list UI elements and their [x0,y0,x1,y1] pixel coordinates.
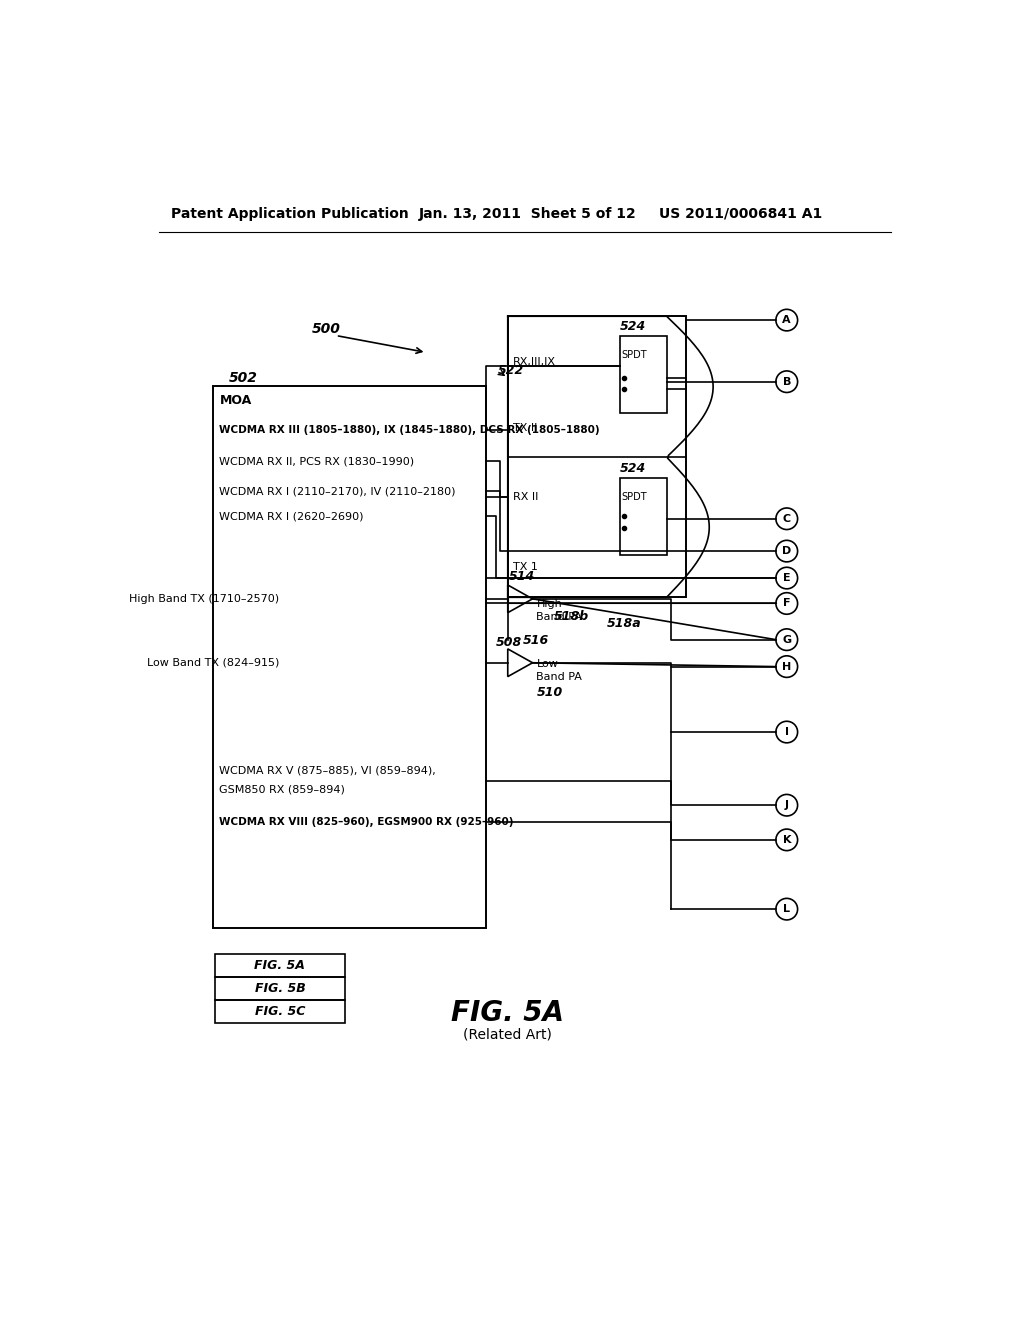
Bar [621,335,667,412]
Text: TX II: TX II [513,422,538,433]
Text: D: D [782,546,792,556]
Text: J: J [784,800,788,810]
Text: WCDMA RX II, PCS RX (1830–1990): WCDMA RX II, PCS RX (1830–1990) [219,455,415,466]
Text: 518b: 518b [554,610,590,623]
Text: US 2011/0006841 A1: US 2011/0006841 A1 [658,207,822,220]
Text: High: High [537,599,562,610]
Bar [621,478,667,554]
Text: TX 1: TX 1 [513,561,538,572]
Bar [508,317,686,598]
Bar [215,1001,345,1023]
Text: (Related Art): (Related Art) [463,1028,552,1041]
Text: L: L [783,904,791,915]
Text: High Band TX (1710–2570): High Band TX (1710–2570) [129,594,280,603]
Text: RX,III,IX: RX,III,IX [513,358,556,367]
Text: WCDMA RX I (2110–2170), IV (2110–2180): WCDMA RX I (2110–2170), IV (2110–2180) [219,486,456,496]
Text: WCDMA RX VIII (825–960), EGSM900 RX (925–960): WCDMA RX VIII (825–960), EGSM900 RX (925… [219,817,514,828]
Text: B: B [782,376,791,387]
Text: MOA: MOA [219,395,252,408]
Text: FIG. 5C: FIG. 5C [255,1005,305,1018]
Bar [215,977,345,1001]
Text: Jan. 13, 2011  Sheet 5 of 12: Jan. 13, 2011 Sheet 5 of 12 [419,207,636,220]
Text: 500: 500 [311,322,341,337]
Text: C: C [782,513,791,524]
Text: G: G [782,635,792,644]
Text: 518a: 518a [607,616,642,630]
Text: Band PA: Band PA [537,672,583,681]
Text: 502: 502 [228,371,258,385]
Bar [215,954,345,977]
Text: 508: 508 [496,636,522,649]
Text: SPDT: SPDT [622,492,647,502]
Text: Patent Application Publication: Patent Application Publication [171,207,409,220]
Text: FIG. 5B: FIG. 5B [255,982,305,995]
Text: 516: 516 [523,635,550,647]
Text: I: I [784,727,788,737]
Text: H: H [782,661,792,672]
Text: K: K [782,834,791,845]
Text: F: F [783,598,791,609]
Text: 524: 524 [621,319,646,333]
Text: Band PA: Band PA [537,612,583,623]
Text: GSM850 RX (859–894): GSM850 RX (859–894) [219,785,345,795]
Text: WCDMA RX III (1805–1880), IX (1845–1880), DCS RX (1805–1880): WCDMA RX III (1805–1880), IX (1845–1880)… [219,425,600,436]
Text: RX II: RX II [513,492,539,502]
Text: E: E [783,573,791,583]
Text: Low: Low [537,659,558,669]
Text: 514: 514 [509,570,536,583]
Bar [213,385,486,928]
Text: 510: 510 [537,686,562,698]
Text: WCDMA RX V (875–885), VI (859–894),: WCDMA RX V (875–885), VI (859–894), [219,766,436,776]
Text: 524: 524 [621,462,646,475]
Text: FIG. 5A: FIG. 5A [452,999,564,1027]
Text: A: A [782,315,792,325]
Text: Low Band TX (824–915): Low Band TX (824–915) [146,657,280,668]
Text: SPDT: SPDT [622,350,647,360]
Text: FIG. 5A: FIG. 5A [254,958,305,972]
Text: 522: 522 [498,363,524,376]
Text: WCDMA RX I (2620–2690): WCDMA RX I (2620–2690) [219,511,364,521]
